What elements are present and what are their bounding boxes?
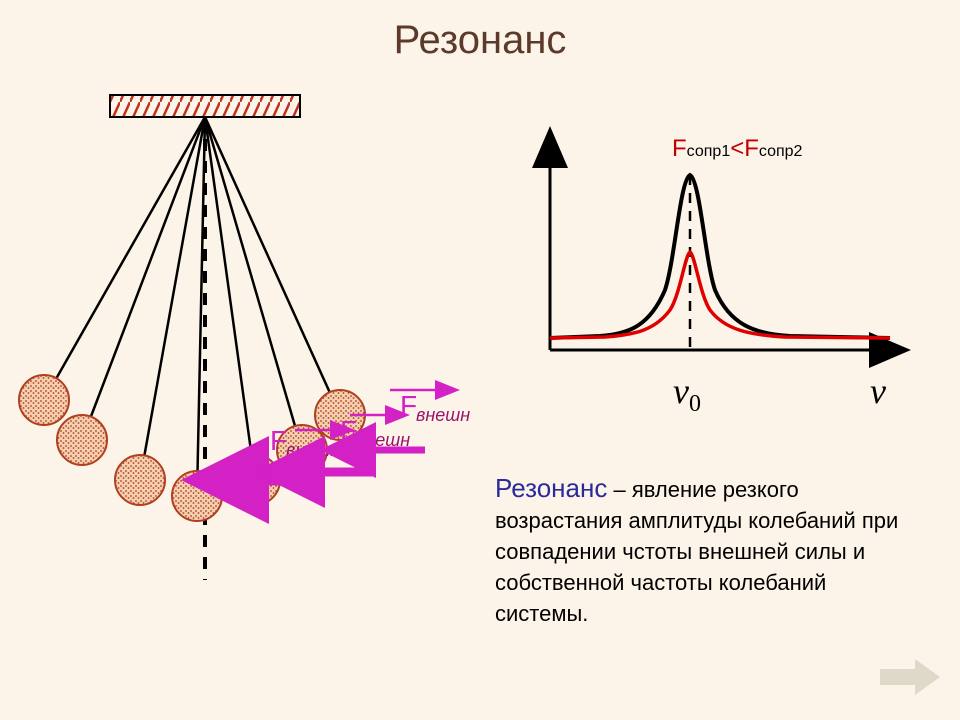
- inequality-label: Fсопр1<Fсопр2: [672, 135, 802, 163]
- force-label-sub: внешн: [416, 405, 470, 425]
- inequality-F1: F: [672, 135, 687, 162]
- inequality-sub1: сопр1: [687, 143, 731, 160]
- pendulum-bob: [115, 455, 165, 505]
- inequality-lt: <: [730, 135, 744, 162]
- pendulum-bob: [57, 415, 107, 465]
- nav-arrow-icon[interactable]: [875, 655, 945, 700]
- y-axis-label: A: [540, 128, 559, 160]
- resonance-curve1: [550, 175, 890, 338]
- force-label-sub: внешн: [286, 440, 340, 460]
- nu0-label: ν0: [673, 370, 701, 418]
- force-label-F: F: [400, 390, 417, 421]
- pendulum-string: [205, 117, 302, 450]
- pendulum-string: [140, 117, 205, 480]
- force-label-F: F: [340, 415, 357, 446]
- nu-label: ν: [870, 370, 886, 412]
- pendulum-string: [82, 117, 205, 440]
- force-label-F: F: [270, 425, 287, 456]
- pendulum-string: [197, 117, 205, 496]
- page-title: Резонанс: [0, 18, 960, 63]
- definition-dash: –: [607, 477, 631, 502]
- inequality-F2: F: [744, 135, 759, 162]
- inequality-sub2: сопр2: [759, 143, 803, 160]
- nu0-sym: ν: [673, 371, 689, 411]
- pendulum-bob: [172, 471, 222, 521]
- definition-text: Резонанс – явление резкого возрастания а…: [495, 470, 925, 630]
- resonance-curve2: [550, 252, 890, 338]
- definition-term: Резонанс: [495, 473, 607, 503]
- pendulum-bob: [19, 375, 69, 425]
- nu0-sub: 0: [689, 391, 701, 417]
- support-bar: [110, 95, 300, 117]
- pendulum-diagram: FвнешнFвнешнFвнешн: [10, 80, 500, 600]
